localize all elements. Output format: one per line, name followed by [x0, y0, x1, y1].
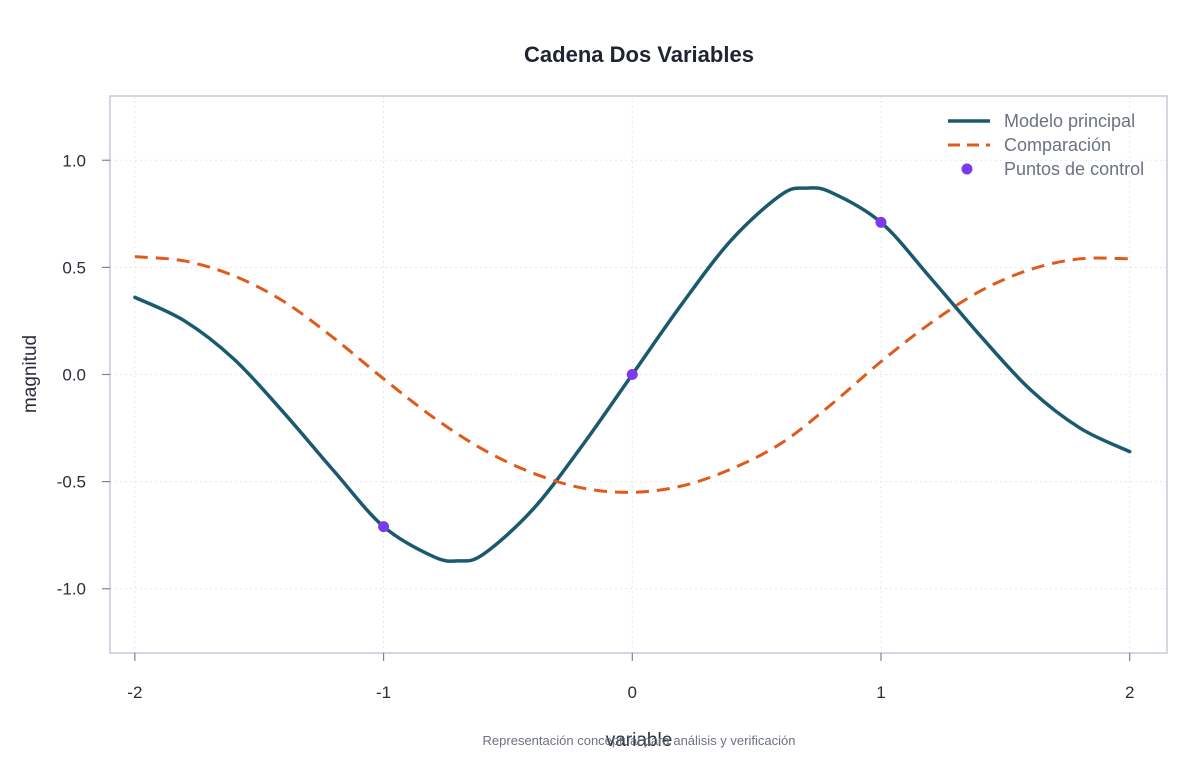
- legend-item-3-label: Puntos de control: [1004, 159, 1144, 179]
- legend-item-3-swatch: [961, 163, 973, 175]
- x-tick-label: 0: [628, 683, 637, 702]
- series-layer: [133, 186, 1132, 563]
- x-tick-label: -1: [376, 683, 391, 702]
- series-3-point: [378, 521, 390, 533]
- y-tick-label: 1.0: [62, 151, 86, 170]
- y-tick-label: -1.0: [57, 580, 86, 599]
- chart-title: Cadena Dos Variables: [524, 42, 754, 67]
- tick-layer: -2 -1 0 1 2 -1.0 -0.5 0.0 0.5 1.0: [57, 151, 1135, 702]
- grid-layer: [110, 96, 1167, 653]
- plot-frame: [109, 95, 1168, 654]
- y-tick-label: -0.5: [57, 473, 86, 492]
- chart-caption: Representación conceptual para análisis …: [483, 733, 796, 748]
- y-tick-label: 0.0: [62, 366, 86, 385]
- x-tick-label: -2: [127, 683, 142, 702]
- series-3-point: [875, 216, 887, 228]
- y-axis-label: magnitud: [20, 335, 41, 413]
- legend-item-2-label: Comparación: [1004, 135, 1111, 155]
- legend-item-1-label: Modelo principal: [1004, 111, 1135, 131]
- x-tick-label: 1: [876, 683, 885, 702]
- x-axis-label: variable: [606, 730, 673, 751]
- legend: Modelo principal Comparación Puntos de con…: [948, 111, 1144, 179]
- series-2-line: [134, 255, 1130, 494]
- x-tick-label: 2: [1125, 683, 1134, 702]
- series-3-point: [626, 369, 638, 380]
- y-tick-label: 0.5: [62, 258, 86, 277]
